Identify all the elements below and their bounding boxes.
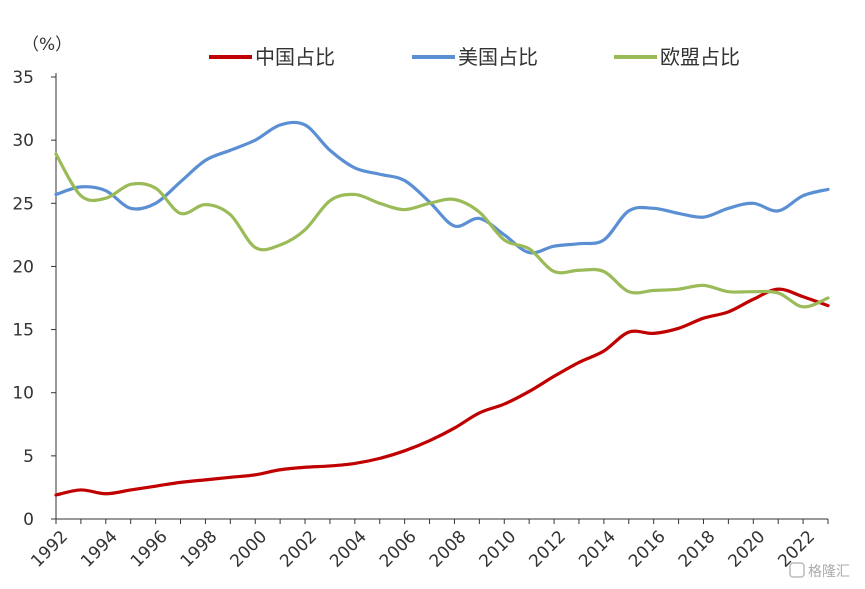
x-tick-label: 2018 <box>675 527 720 572</box>
legend: 中国占比 美国占比 欧盟占比 <box>209 45 740 69</box>
axes <box>55 73 828 520</box>
x-tick-label: 1994 <box>77 527 122 572</box>
x-tick-label: 2002 <box>276 527 321 572</box>
y-unit-label: （%） <box>22 35 72 55</box>
legend-label-china: 中国占比 <box>255 45 335 69</box>
y-tick-label: 35 <box>12 68 34 88</box>
watermark: 格隆汇 <box>789 562 850 580</box>
x-tick-labels: 1992 1994 1996 1998 2000 2002 2004 2006 2008 2010… <box>27 519 829 572</box>
x-tick-label: 1992 <box>27 527 72 572</box>
y-tick-label: 20 <box>12 257 34 277</box>
y-tick-label: 10 <box>12 384 34 404</box>
y-tick-label: 5 <box>23 447 34 467</box>
x-tick-label: 2014 <box>575 527 620 572</box>
x-tick-label: 2020 <box>725 527 770 572</box>
watermark-text: 格隆汇 <box>808 564 850 580</box>
x-tick-label: 2012 <box>525 527 570 572</box>
series-line-usa <box>54 120 830 255</box>
x-tick-label: 2006 <box>376 527 421 572</box>
legend-label-eu: 欧盟占比 <box>660 45 740 69</box>
y-tick-label: 0 <box>23 510 34 530</box>
legend-label-usa: 美国占比 <box>458 45 538 69</box>
x-tick-label: 1996 <box>127 527 172 572</box>
x-tick-label: 1998 <box>177 527 222 572</box>
watermark-logo-icon <box>789 562 805 578</box>
x-tick-label: 2010 <box>476 527 521 572</box>
y-tick-label: 15 <box>12 321 34 341</box>
x-tick-label: 2008 <box>426 527 471 572</box>
series-line-eu <box>54 152 830 309</box>
series-lines <box>54 120 830 497</box>
x-tick-label: 2004 <box>326 527 371 572</box>
y-tick-label: 25 <box>12 194 34 214</box>
x-tick-label: 2016 <box>625 527 670 572</box>
x-tick-label: 2000 <box>227 527 272 572</box>
series-line-china <box>54 287 830 497</box>
y-tick-labels: 0 5 10 15 20 25 30 35 <box>12 68 56 530</box>
y-tick-label: 30 <box>12 131 34 151</box>
